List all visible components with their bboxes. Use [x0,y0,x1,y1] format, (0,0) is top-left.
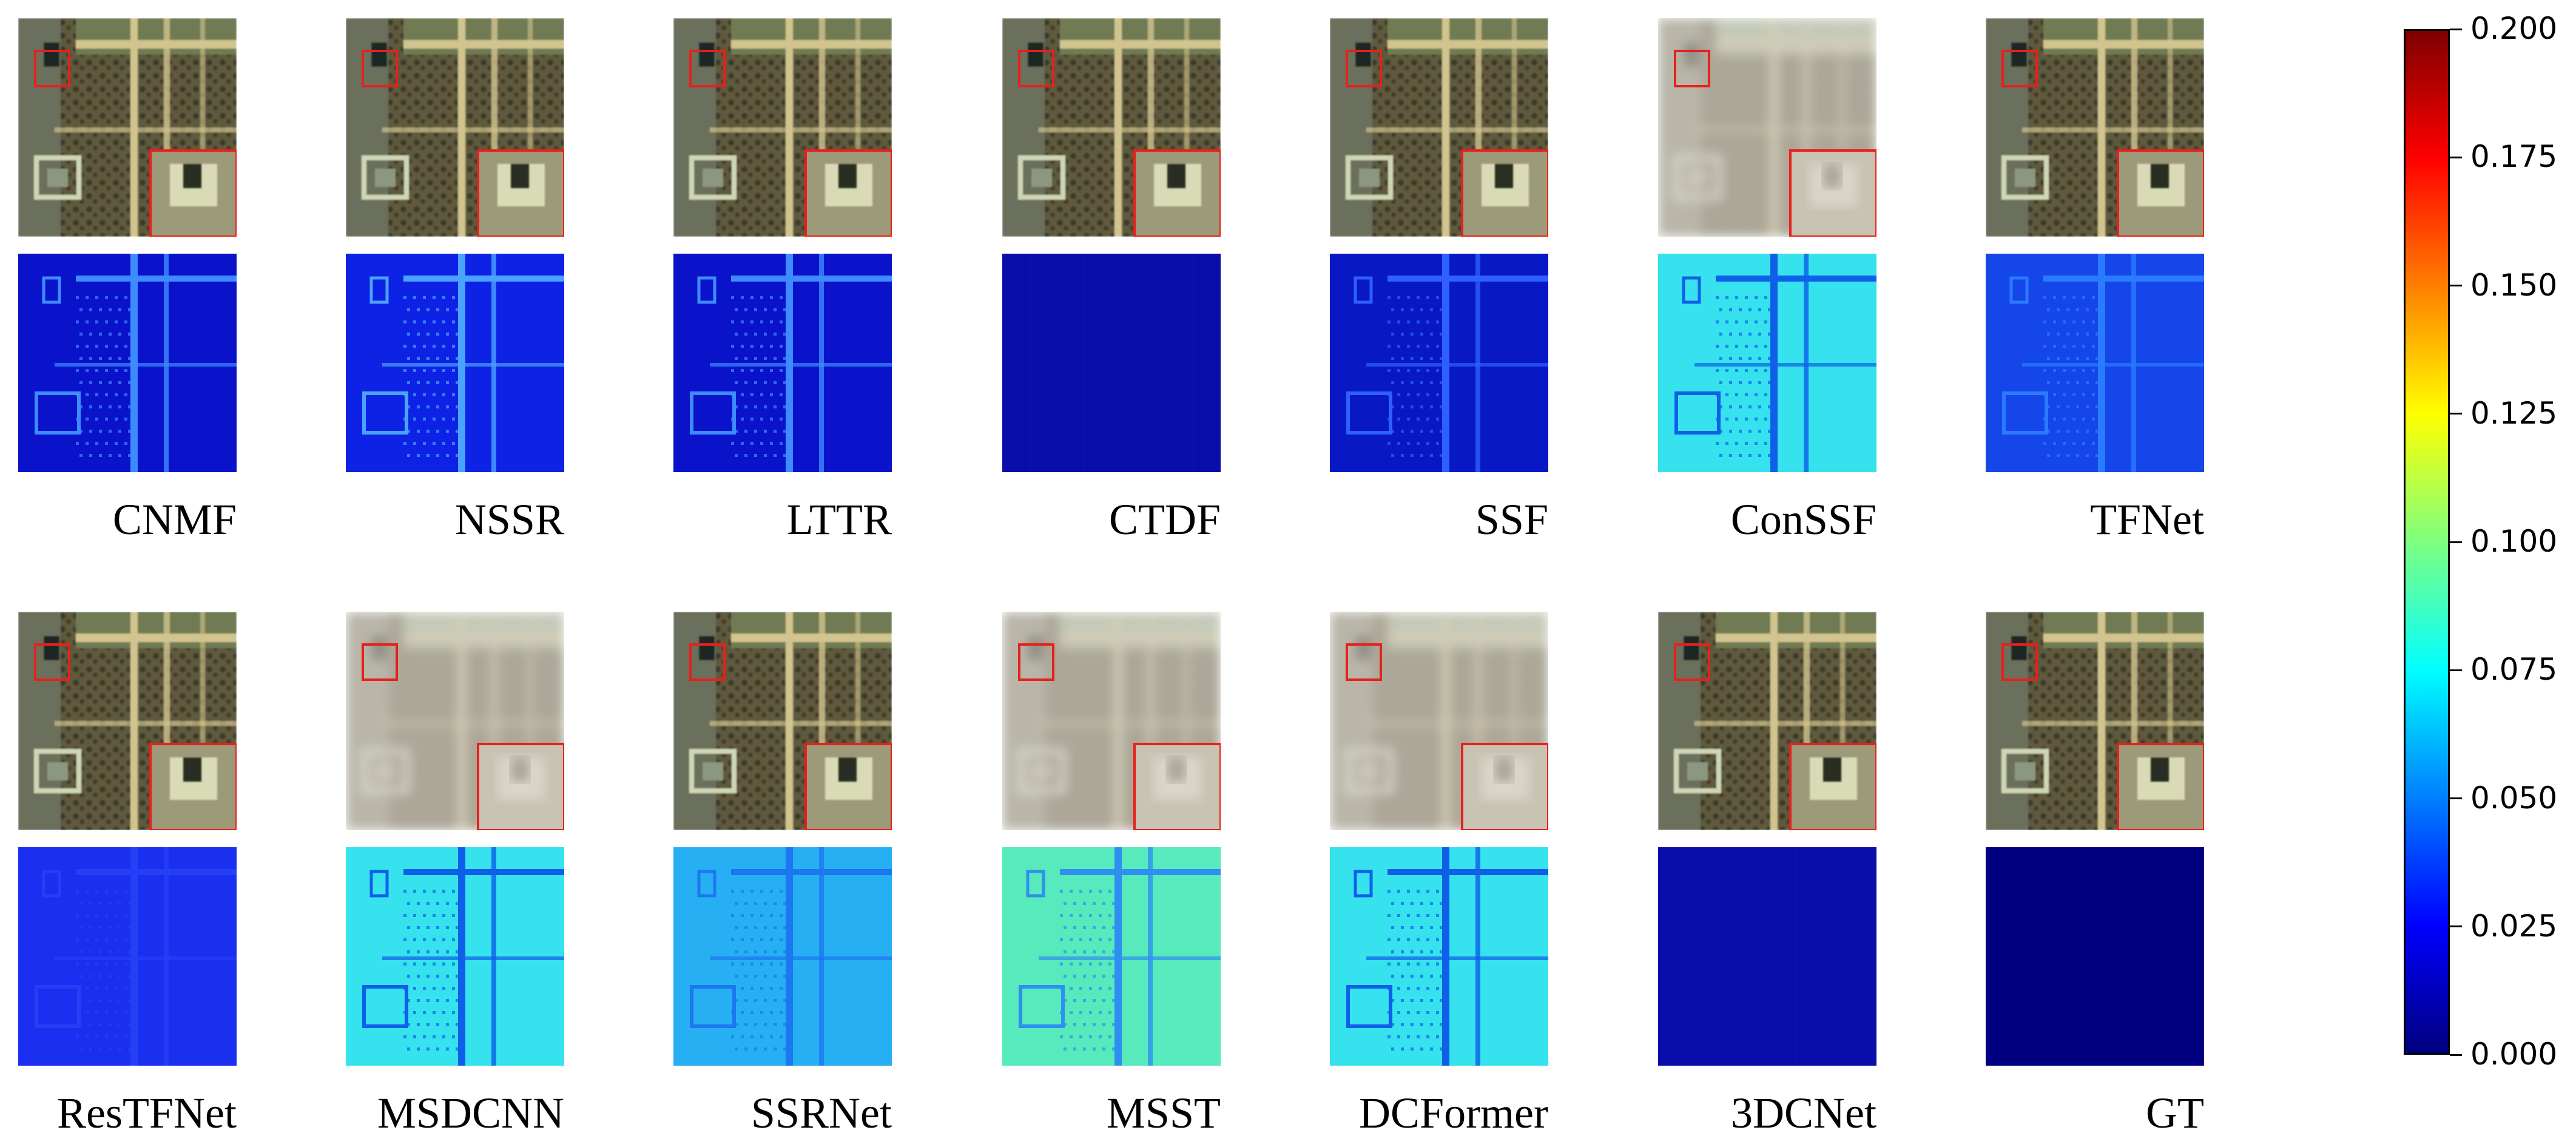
fused-image [1658,18,1876,237]
error-map [1658,254,1876,472]
fused-image [1002,612,1221,830]
method-label: GT [2146,1089,2204,1137]
fused-image [1986,612,2204,830]
colorbar-tick-label: 0.025 [2470,908,2558,944]
error-map [18,254,237,472]
colorbar-tick-label: 0.150 [2470,267,2558,303]
error-map [1002,847,1221,1066]
method-label: NSSR [454,495,564,544]
error-map [673,847,892,1066]
colorbar-tick-label: 0.100 [2470,524,2558,559]
colorbar-tick [2450,1054,2462,1056]
method-label: SSF [1475,495,1548,544]
fused-image [1986,18,2204,237]
colorbar-tick [2450,541,2462,543]
error-map [346,254,564,472]
colorbar-tick-label: 0.000 [2470,1037,2558,1072]
colorbar-tick-label: 0.125 [2470,395,2558,431]
error-map [1986,254,2204,472]
colorbar-tick [2450,156,2462,158]
colorbar-tick [2450,28,2462,30]
colorbar-tick-label: 0.175 [2470,139,2558,175]
method-label: MSDCNN [377,1089,564,1137]
colorbar-tick [2450,925,2462,928]
colorbar-tick [2450,797,2462,799]
method-label: LTTR [786,495,892,544]
error-map [346,847,564,1066]
fused-image [346,18,564,237]
fused-image [346,612,564,830]
method-label: ResTFNet [57,1089,237,1137]
fused-image [1002,18,1221,237]
colorbar-tick [2450,413,2462,415]
error-map [1330,254,1548,472]
error-map [673,254,892,472]
method-label: 3DCNet [1731,1089,1876,1137]
error-map [1330,847,1548,1066]
error-map [1002,254,1221,472]
method-label: CTDF [1108,495,1221,544]
method-label: ConSSF [1730,495,1876,544]
method-label: DCFormer [1359,1089,1548,1137]
method-label: SSRNet [750,1089,892,1137]
fused-image [1658,612,1876,830]
method-label: CNMF [112,495,237,544]
error-map [18,847,237,1066]
method-label: TFNet [2090,495,2204,544]
colorbar-tick [2450,285,2462,286]
error-colorbar [2404,29,2450,1055]
method-label: MSST [1106,1089,1221,1137]
error-map [1986,847,2204,1066]
fused-image [18,18,237,237]
fused-image [18,612,237,830]
fused-image [673,612,892,830]
colorbar-tick-label: 0.050 [2470,780,2558,816]
fused-image [1330,612,1548,830]
colorbar-tick [2450,669,2462,671]
colorbar-tick-label: 0.075 [2470,652,2558,688]
fused-image [673,18,892,237]
error-map [1658,847,1876,1066]
colorbar-tick-label: 0.200 [2470,11,2558,46]
fused-image [1330,18,1548,237]
